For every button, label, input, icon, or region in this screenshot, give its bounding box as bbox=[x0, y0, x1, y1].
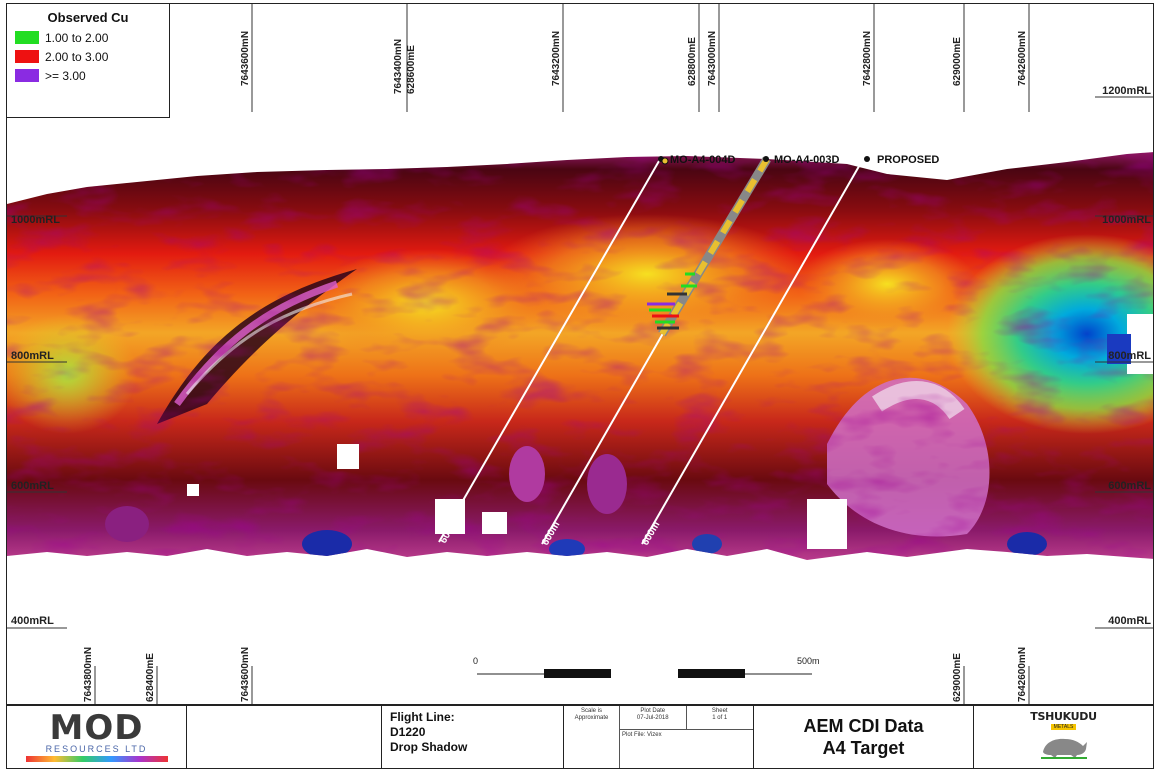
bottom-tick-label-1: 7643800mN bbox=[83, 647, 94, 702]
title-block-blank bbox=[187, 706, 382, 768]
map-title-line1: AEM CDI Data bbox=[803, 716, 924, 736]
conductivity-band bbox=[7, 152, 1153, 560]
mod-logo: MOD RESOURCES LTD bbox=[7, 706, 187, 768]
hole-core-interval bbox=[659, 157, 770, 336]
title-block: MOD RESOURCES LTD Flight Line: D1220 Dro… bbox=[6, 705, 1154, 769]
drill-trace-mo-a4-004d bbox=[438, 160, 660, 543]
rl-label-right-600: 600mRL bbox=[1108, 480, 1151, 492]
top-tick-label-7: 7642800mN bbox=[862, 31, 873, 86]
legend: Observed Cu 1.00 to 2.00 2.00 to 3.00 >=… bbox=[7, 4, 170, 118]
bottom-tick-label-5: 7642600mN bbox=[1017, 647, 1028, 702]
legend-label: 1.00 to 2.00 bbox=[45, 30, 109, 45]
flight-line-value: D1220 bbox=[390, 725, 426, 739]
scale-bar: 0 500m bbox=[473, 656, 820, 678]
shading-mode: Drop Shadow bbox=[390, 740, 468, 754]
top-tick-label-1: 7643600mN bbox=[240, 31, 251, 86]
mod-logo-subtitle: RESOURCES LTD bbox=[45, 744, 148, 754]
rl-label-right-800: 800mRL bbox=[1108, 350, 1151, 362]
plot-file: Plot File: Vizex bbox=[622, 732, 662, 738]
sheet-value: 1 of 1 bbox=[712, 715, 728, 721]
rl-label-left-800: 800mRL bbox=[11, 350, 54, 362]
rl-label-right-1200: 1200mRL bbox=[1102, 85, 1151, 97]
rl-label-right-1000: 1000mRL bbox=[1102, 214, 1151, 226]
hole-label-mo-a4-003d: MO-A4-003D bbox=[774, 154, 839, 166]
bottom-tick-label-2: 628400mE bbox=[145, 653, 156, 702]
drill-traces bbox=[438, 156, 870, 545]
legend-item: 1.00 to 2.00 bbox=[15, 28, 161, 47]
bottom-tick-label-3: 7643600mN bbox=[240, 647, 251, 702]
top-tick-label-3: 628600mE bbox=[406, 45, 417, 94]
rl-label-left-1000: 1000mRL bbox=[11, 214, 60, 226]
legend-swatch-purple bbox=[15, 69, 39, 82]
rl-label-left-400: 400mRL bbox=[11, 615, 54, 627]
bottom-tick-label-4: 629000mE bbox=[952, 653, 963, 702]
scale-bar-end-label: 500m bbox=[797, 656, 820, 666]
sheet-label: Sheet bbox=[711, 708, 728, 714]
flight-line-info: Flight Line: D1220 Drop Shadow bbox=[382, 706, 564, 768]
top-tick-label-5: 628800mE bbox=[687, 37, 698, 86]
tshukudu-subtitle: METALS bbox=[1050, 724, 1077, 730]
rl-label-left-600: 600mRL bbox=[11, 480, 54, 492]
map-frame: 1000mRL 800mRL 600mRL 400mRL 1200mRL 100… bbox=[6, 3, 1154, 705]
top-tick-label-8: 629000mE bbox=[952, 37, 963, 86]
hole-label-mo-a4-004d: MO-A4-004D bbox=[670, 154, 735, 166]
top-tick-label-9: 7642600mN bbox=[1017, 31, 1028, 86]
legend-label: >= 3.00 bbox=[45, 68, 86, 83]
legend-swatch-green bbox=[15, 31, 39, 44]
scale-bar-start-label: 0 bbox=[473, 656, 478, 666]
drill-trace-proposed bbox=[641, 160, 863, 545]
plot-date-cell: Plot Date 07-Jul-2018 bbox=[620, 706, 687, 730]
map-title: AEM CDI Data A4 Target bbox=[754, 706, 974, 768]
top-tick-label-2: 7643400mN bbox=[393, 39, 404, 94]
tshukudu-logo: TSHUKUDU METALS bbox=[974, 706, 1153, 768]
legend-item: 2.00 to 3.00 bbox=[15, 47, 161, 66]
legend-label: 2.00 to 3.00 bbox=[45, 49, 109, 64]
mod-logo-wordmark: MOD bbox=[49, 708, 144, 748]
map-title-line2: A4 Target bbox=[822, 738, 905, 758]
mod-logo-strip bbox=[25, 756, 168, 762]
rhino-icon bbox=[1040, 738, 1087, 759]
hole-label-proposed: PROPOSED bbox=[877, 154, 939, 166]
legend-swatch-red bbox=[15, 50, 39, 63]
tshukudu-wordmark: TSHUKUDU bbox=[1030, 710, 1097, 723]
top-tick-label-6: 7643000mN bbox=[707, 31, 718, 86]
flight-line-label: Flight Line: bbox=[390, 710, 455, 724]
plot-date-value: 07-Jul-2018 bbox=[636, 715, 669, 721]
plot-date-label: Plot Date bbox=[640, 708, 666, 714]
rl-label-right-400: 400mRL bbox=[1108, 615, 1151, 627]
rl-grid bbox=[7, 96, 1153, 629]
sheet-cell: Sheet 1 of 1 bbox=[686, 706, 753, 730]
legend-item: >= 3.00 bbox=[15, 66, 161, 85]
plot-info: Scale is Approximate Plot Date 07-Jul-20… bbox=[564, 706, 754, 768]
scale-note: Scale is Approximate bbox=[564, 706, 620, 768]
aem-section-view: 1000mRL 800mRL 600mRL 400mRL 1200mRL 100… bbox=[7, 4, 1153, 704]
top-tick-label-4: 7643200mN bbox=[551, 31, 562, 86]
legend-title: Observed Cu bbox=[47, 10, 129, 25]
